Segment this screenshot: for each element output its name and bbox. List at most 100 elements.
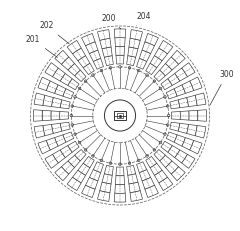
Polygon shape	[195, 126, 206, 138]
Polygon shape	[115, 176, 125, 185]
Polygon shape	[52, 97, 62, 108]
Polygon shape	[150, 163, 162, 175]
Polygon shape	[72, 48, 85, 61]
Polygon shape	[129, 182, 140, 193]
Polygon shape	[114, 193, 126, 202]
Polygon shape	[115, 46, 125, 55]
Polygon shape	[63, 132, 74, 142]
Polygon shape	[116, 167, 124, 176]
Polygon shape	[60, 122, 70, 131]
Polygon shape	[161, 79, 172, 90]
Polygon shape	[51, 111, 60, 120]
Polygon shape	[46, 138, 58, 150]
Polygon shape	[128, 47, 138, 57]
Polygon shape	[145, 33, 158, 46]
Polygon shape	[54, 85, 66, 96]
Polygon shape	[159, 177, 173, 191]
Polygon shape	[150, 56, 162, 68]
Polygon shape	[160, 155, 172, 167]
Polygon shape	[190, 77, 202, 91]
Polygon shape	[182, 63, 195, 77]
Polygon shape	[145, 185, 158, 198]
Polygon shape	[97, 191, 110, 201]
Polygon shape	[116, 55, 124, 64]
Polygon shape	[102, 174, 112, 184]
Polygon shape	[165, 161, 179, 174]
Polygon shape	[60, 146, 72, 158]
Polygon shape	[166, 132, 177, 142]
Polygon shape	[82, 185, 95, 198]
Polygon shape	[83, 63, 94, 75]
Polygon shape	[146, 63, 157, 75]
Polygon shape	[159, 40, 173, 54]
Polygon shape	[166, 89, 177, 99]
Polygon shape	[195, 93, 206, 105]
Polygon shape	[43, 125, 53, 136]
Polygon shape	[168, 146, 180, 158]
Polygon shape	[104, 165, 113, 175]
Polygon shape	[114, 29, 126, 38]
Text: 201: 201	[26, 35, 57, 58]
Polygon shape	[61, 57, 75, 70]
Polygon shape	[180, 111, 189, 120]
Polygon shape	[68, 64, 80, 76]
Polygon shape	[155, 48, 168, 61]
Polygon shape	[34, 126, 45, 138]
Text: 202: 202	[39, 21, 69, 44]
Polygon shape	[170, 100, 180, 109]
Polygon shape	[67, 40, 81, 54]
Polygon shape	[72, 170, 85, 183]
Polygon shape	[68, 155, 80, 167]
Polygon shape	[154, 70, 165, 82]
Polygon shape	[42, 110, 51, 121]
Polygon shape	[198, 110, 207, 121]
Polygon shape	[146, 156, 157, 168]
Polygon shape	[38, 140, 50, 154]
Polygon shape	[139, 170, 151, 181]
Polygon shape	[54, 135, 66, 146]
Polygon shape	[75, 70, 86, 82]
Polygon shape	[34, 93, 45, 105]
Polygon shape	[63, 89, 74, 99]
Polygon shape	[182, 154, 195, 168]
Polygon shape	[45, 154, 58, 168]
Polygon shape	[171, 112, 180, 119]
Polygon shape	[174, 135, 186, 146]
Polygon shape	[55, 50, 69, 64]
Polygon shape	[78, 163, 90, 175]
Polygon shape	[89, 50, 101, 61]
Polygon shape	[38, 77, 50, 91]
Polygon shape	[93, 58, 103, 69]
Polygon shape	[115, 38, 125, 47]
Polygon shape	[190, 140, 202, 154]
Polygon shape	[83, 156, 94, 168]
Polygon shape	[187, 95, 197, 106]
Polygon shape	[78, 56, 90, 68]
Polygon shape	[168, 73, 180, 85]
Polygon shape	[160, 64, 172, 76]
Polygon shape	[85, 42, 98, 54]
Polygon shape	[127, 56, 136, 66]
Polygon shape	[170, 122, 180, 131]
Polygon shape	[60, 100, 70, 109]
Polygon shape	[100, 182, 111, 193]
Polygon shape	[104, 56, 113, 66]
Text: 300: 300	[210, 70, 234, 105]
Polygon shape	[175, 150, 187, 163]
Polygon shape	[115, 184, 125, 193]
Polygon shape	[137, 58, 147, 69]
Polygon shape	[189, 110, 198, 121]
Polygon shape	[53, 150, 65, 163]
Bar	[117, 113, 123, 118]
Polygon shape	[89, 170, 101, 181]
Polygon shape	[100, 38, 111, 49]
Polygon shape	[61, 161, 75, 174]
Polygon shape	[171, 50, 185, 64]
Polygon shape	[102, 47, 112, 57]
Polygon shape	[68, 79, 79, 90]
Polygon shape	[93, 162, 103, 173]
Polygon shape	[97, 30, 110, 40]
Polygon shape	[178, 123, 188, 134]
Polygon shape	[68, 141, 79, 152]
Polygon shape	[174, 85, 186, 96]
